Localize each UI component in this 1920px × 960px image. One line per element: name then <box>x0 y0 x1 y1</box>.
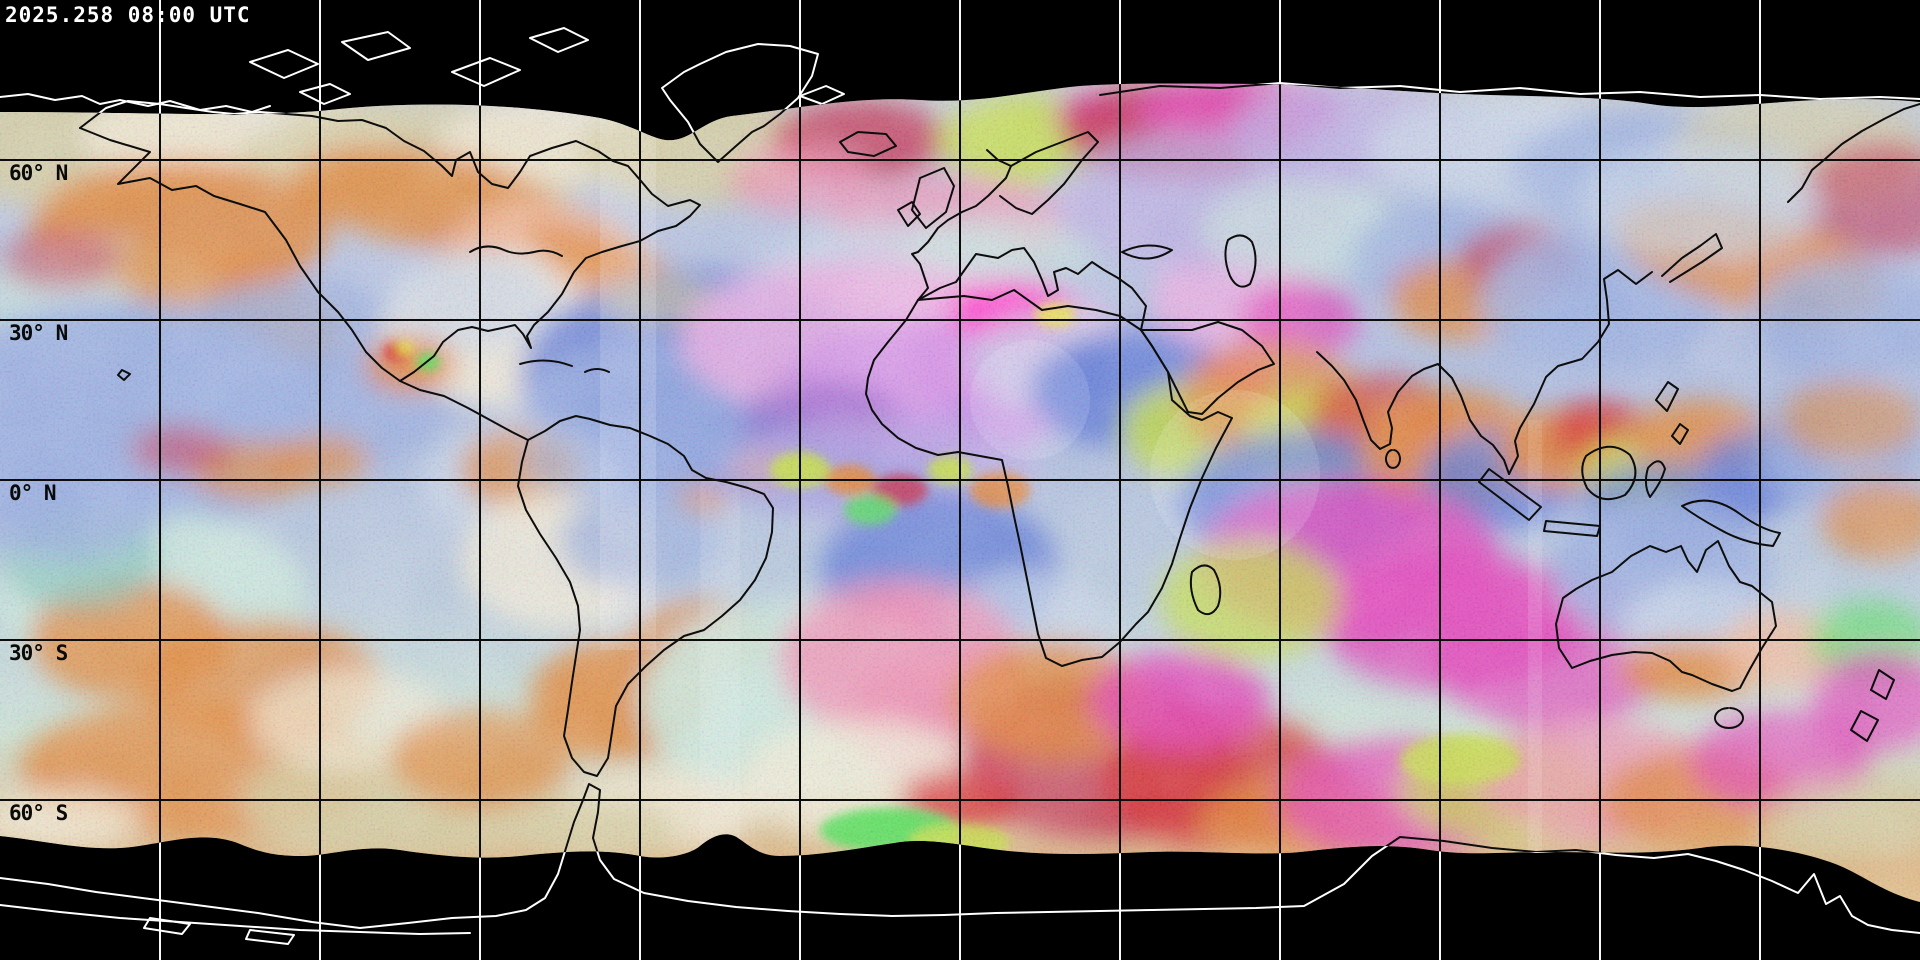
latitude-label-0n: 0° N <box>9 481 57 505</box>
timestamp-label: 2025.258 08:00 UTC <box>5 3 251 27</box>
latitude-label-30s: 30° S <box>9 641 68 665</box>
latitude-label-60s: 60° S <box>9 801 68 825</box>
latitude-label-60n: 60° N <box>9 161 68 185</box>
latitude-label-30n: 30° N <box>9 321 68 345</box>
